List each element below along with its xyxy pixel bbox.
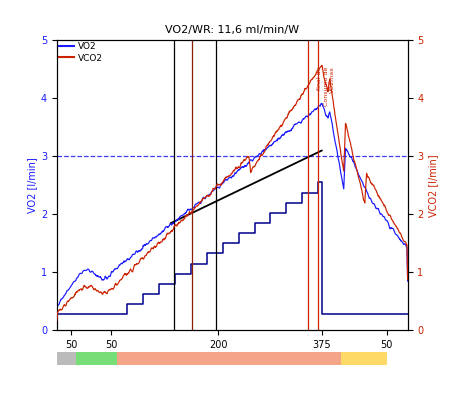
Legend: VO2, VCO2: VO2, VCO2 [58,42,103,62]
Y-axis label: VO2 [l/min]: VO2 [l/min] [27,158,37,213]
Text: final de: final de [318,66,322,90]
Title: VO2/WR: 11,6 ml/min/W: VO2/WR: 11,6 ml/min/W [165,25,299,35]
Y-axis label: VCO2 [l/min]: VCO2 [l/min] [428,154,438,217]
X-axis label: Carga [W]: Carga [W] [204,353,260,363]
Bar [341,352,387,365]
Text: Consumo de: Consumo de [324,66,329,106]
Bar [76,352,117,365]
Bar [387,352,408,365]
Bar [117,352,341,365]
Text: VO2max: VO2max [330,66,335,93]
Bar [57,352,76,365]
